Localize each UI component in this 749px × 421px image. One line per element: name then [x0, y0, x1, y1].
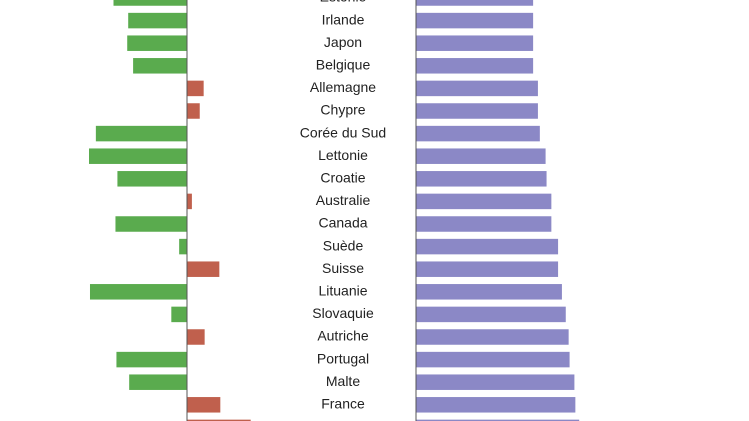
left-bar-15: [187, 329, 205, 345]
category-label: Allemagne: [310, 79, 376, 95]
category-label: Portugal: [317, 350, 369, 366]
right-bar-4: [416, 80, 538, 97]
category-label: Autriche: [317, 328, 369, 344]
right-bar-8: [416, 171, 547, 187]
category-label: Suisse: [322, 260, 364, 276]
left-bar-14: [171, 306, 187, 323]
left-bar-0: [113, 0, 187, 6]
category-label: Lituanie: [318, 283, 367, 299]
category-label: Lettonie: [318, 147, 368, 163]
category-label: France: [321, 396, 365, 412]
left-bar-19: [187, 419, 251, 421]
right-bar-13: [416, 284, 562, 300]
category-label: Slovaquie: [312, 305, 374, 321]
right-bar-17: [416, 374, 575, 390]
category-label: Japon: [324, 34, 362, 50]
right-bar-19: [416, 419, 580, 421]
category-label: Malte: [326, 373, 360, 389]
right-bar-16: [416, 351, 570, 368]
category-label: Canada: [318, 215, 367, 231]
right-bar-1: [416, 12, 534, 29]
category-label: Corée du Sud: [300, 124, 386, 140]
right-bar-7: [416, 148, 546, 164]
left-bar-16: [116, 351, 187, 368]
category-label: Estonie: [320, 0, 367, 5]
right-bar-18: [416, 397, 576, 413]
left-bar-4: [187, 80, 204, 97]
right-bar-6: [416, 125, 540, 142]
category-label: Royaume-Uni: [300, 418, 386, 421]
left-bar-11: [179, 238, 187, 255]
right-bars-group: [416, 0, 580, 421]
left-bar-13: [89, 284, 187, 300]
left-bar-8: [117, 171, 187, 187]
left-bar-12: [187, 261, 220, 277]
right-bar-10: [416, 216, 552, 232]
left-bar-6: [95, 125, 187, 142]
left-bar-2: [127, 35, 187, 51]
category-label: Australie: [316, 192, 371, 208]
left-bar-10: [115, 216, 187, 232]
right-bar-15: [416, 329, 569, 345]
category-labels-group: Estonie Irlande Japon Belgique Allemagne Chyp…: [300, 0, 386, 421]
category-label: Chypre: [320, 102, 365, 118]
left-bar-17: [129, 374, 187, 390]
right-bar-14: [416, 306, 566, 323]
left-bar-7: [89, 148, 187, 164]
left-bar-5: [187, 103, 200, 119]
right-bar-11: [416, 238, 559, 255]
right-bar-0: [416, 0, 534, 6]
category-label: Suède: [323, 237, 364, 253]
left-bar-18: [187, 397, 221, 413]
right-bar-5: [416, 103, 538, 119]
right-bar-9: [416, 193, 552, 210]
right-bar-12: [416, 261, 559, 277]
left-bar-3: [133, 58, 187, 74]
right-bar-2: [416, 35, 534, 51]
left-bars-group: [89, 0, 251, 421]
left-bar-9: [187, 193, 192, 210]
left-bar-1: [128, 12, 187, 29]
category-label: Irlande: [322, 11, 365, 27]
right-bar-3: [416, 58, 534, 74]
category-label: Belgique: [316, 57, 371, 73]
category-label: Croatie: [320, 170, 365, 186]
